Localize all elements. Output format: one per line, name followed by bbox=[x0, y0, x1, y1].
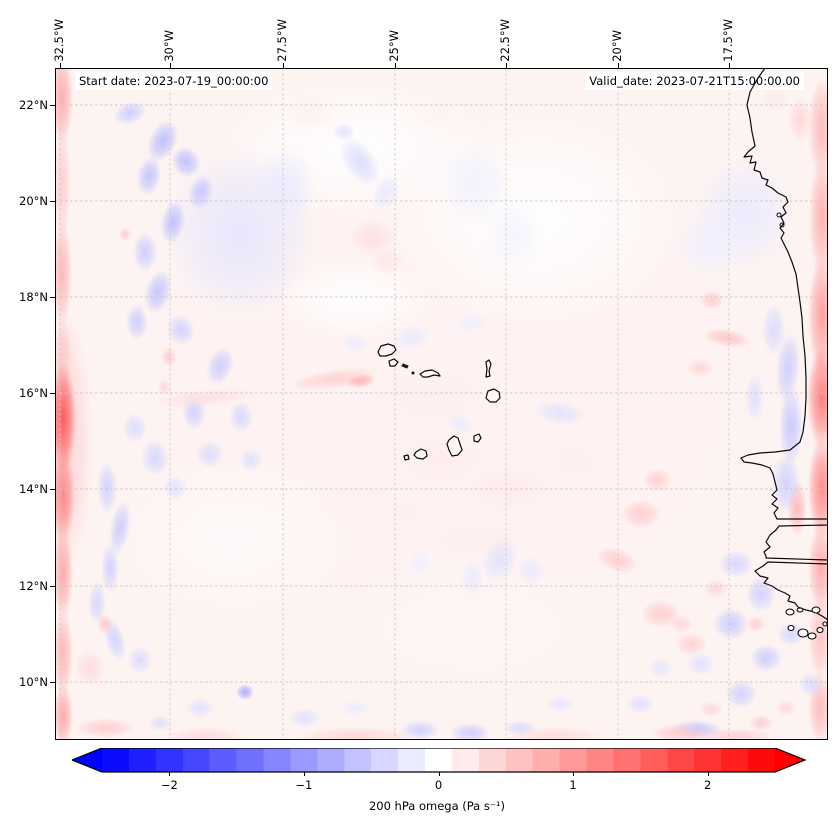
colorbar-tick bbox=[169, 772, 171, 776]
colorbar-tick bbox=[438, 772, 440, 776]
y-axis-tick-label: 12°N bbox=[19, 579, 48, 593]
y-axis-tick bbox=[50, 682, 55, 683]
x-axis-tick bbox=[618, 63, 619, 68]
x-axis-tick-label: 25°W bbox=[387, 30, 401, 62]
x-axis-tick bbox=[729, 63, 730, 68]
y-axis-tick bbox=[50, 297, 55, 298]
x-axis-tick bbox=[283, 63, 284, 68]
colorbar bbox=[72, 748, 807, 773]
map-plot-area: Start date: 2023-07-19_00:00:00 Valid_da… bbox=[55, 68, 828, 740]
x-axis-tick-label: 30°W bbox=[162, 30, 176, 62]
y-axis-tick-label: 14°N bbox=[19, 482, 48, 496]
x-axis-tick-label: 27.5°W bbox=[275, 19, 289, 62]
colorbar-label: 200 hPa omega (Pa s⁻¹) bbox=[368, 799, 506, 813]
colorbar-tick-label: 0 bbox=[434, 778, 443, 792]
latlon-gridlines bbox=[55, 68, 828, 740]
x-axis-tick bbox=[395, 63, 396, 68]
omega-field-canvas bbox=[55, 68, 828, 740]
x-axis-tick bbox=[506, 63, 507, 68]
coastline-overlay bbox=[377, 68, 828, 640]
colorbar-tick bbox=[707, 772, 709, 776]
y-axis-tick bbox=[50, 489, 55, 490]
y-axis-tick-label: 18°N bbox=[19, 290, 48, 304]
x-axis-tick-label: 20°W bbox=[610, 30, 624, 62]
colorbar-tick bbox=[573, 772, 575, 776]
colorbar-tick-label: −2 bbox=[160, 778, 178, 792]
y-axis-tick-label: 16°N bbox=[19, 386, 48, 400]
colorbar-tick-label: 1 bbox=[569, 778, 577, 792]
x-axis-tick-label: 32.5°W bbox=[52, 19, 66, 62]
valid-date-label: Valid_date: 2023-07-21T15:00:00.00 bbox=[585, 72, 804, 90]
x-axis-tick-label: 22.5°W bbox=[498, 19, 512, 62]
y-axis-tick-label: 22°N bbox=[19, 98, 48, 112]
y-axis-tick bbox=[50, 586, 55, 587]
y-axis-tick bbox=[50, 201, 55, 202]
x-axis-tick bbox=[170, 63, 171, 68]
y-axis-tick bbox=[50, 105, 55, 106]
colorbar-tick bbox=[303, 772, 305, 776]
start-date-label: Start date: 2023-07-19_00:00:00 bbox=[75, 72, 273, 90]
y-axis-tick bbox=[50, 393, 55, 394]
y-axis-tick-label: 10°N bbox=[19, 675, 48, 689]
colorbar-tick-label: 2 bbox=[704, 778, 712, 792]
x-axis-tick bbox=[60, 63, 61, 68]
colorbar-tick-label: −1 bbox=[295, 778, 313, 792]
y-axis-tick-label: 20°N bbox=[19, 194, 48, 208]
x-axis-tick-label: 17.5°W bbox=[721, 19, 735, 62]
